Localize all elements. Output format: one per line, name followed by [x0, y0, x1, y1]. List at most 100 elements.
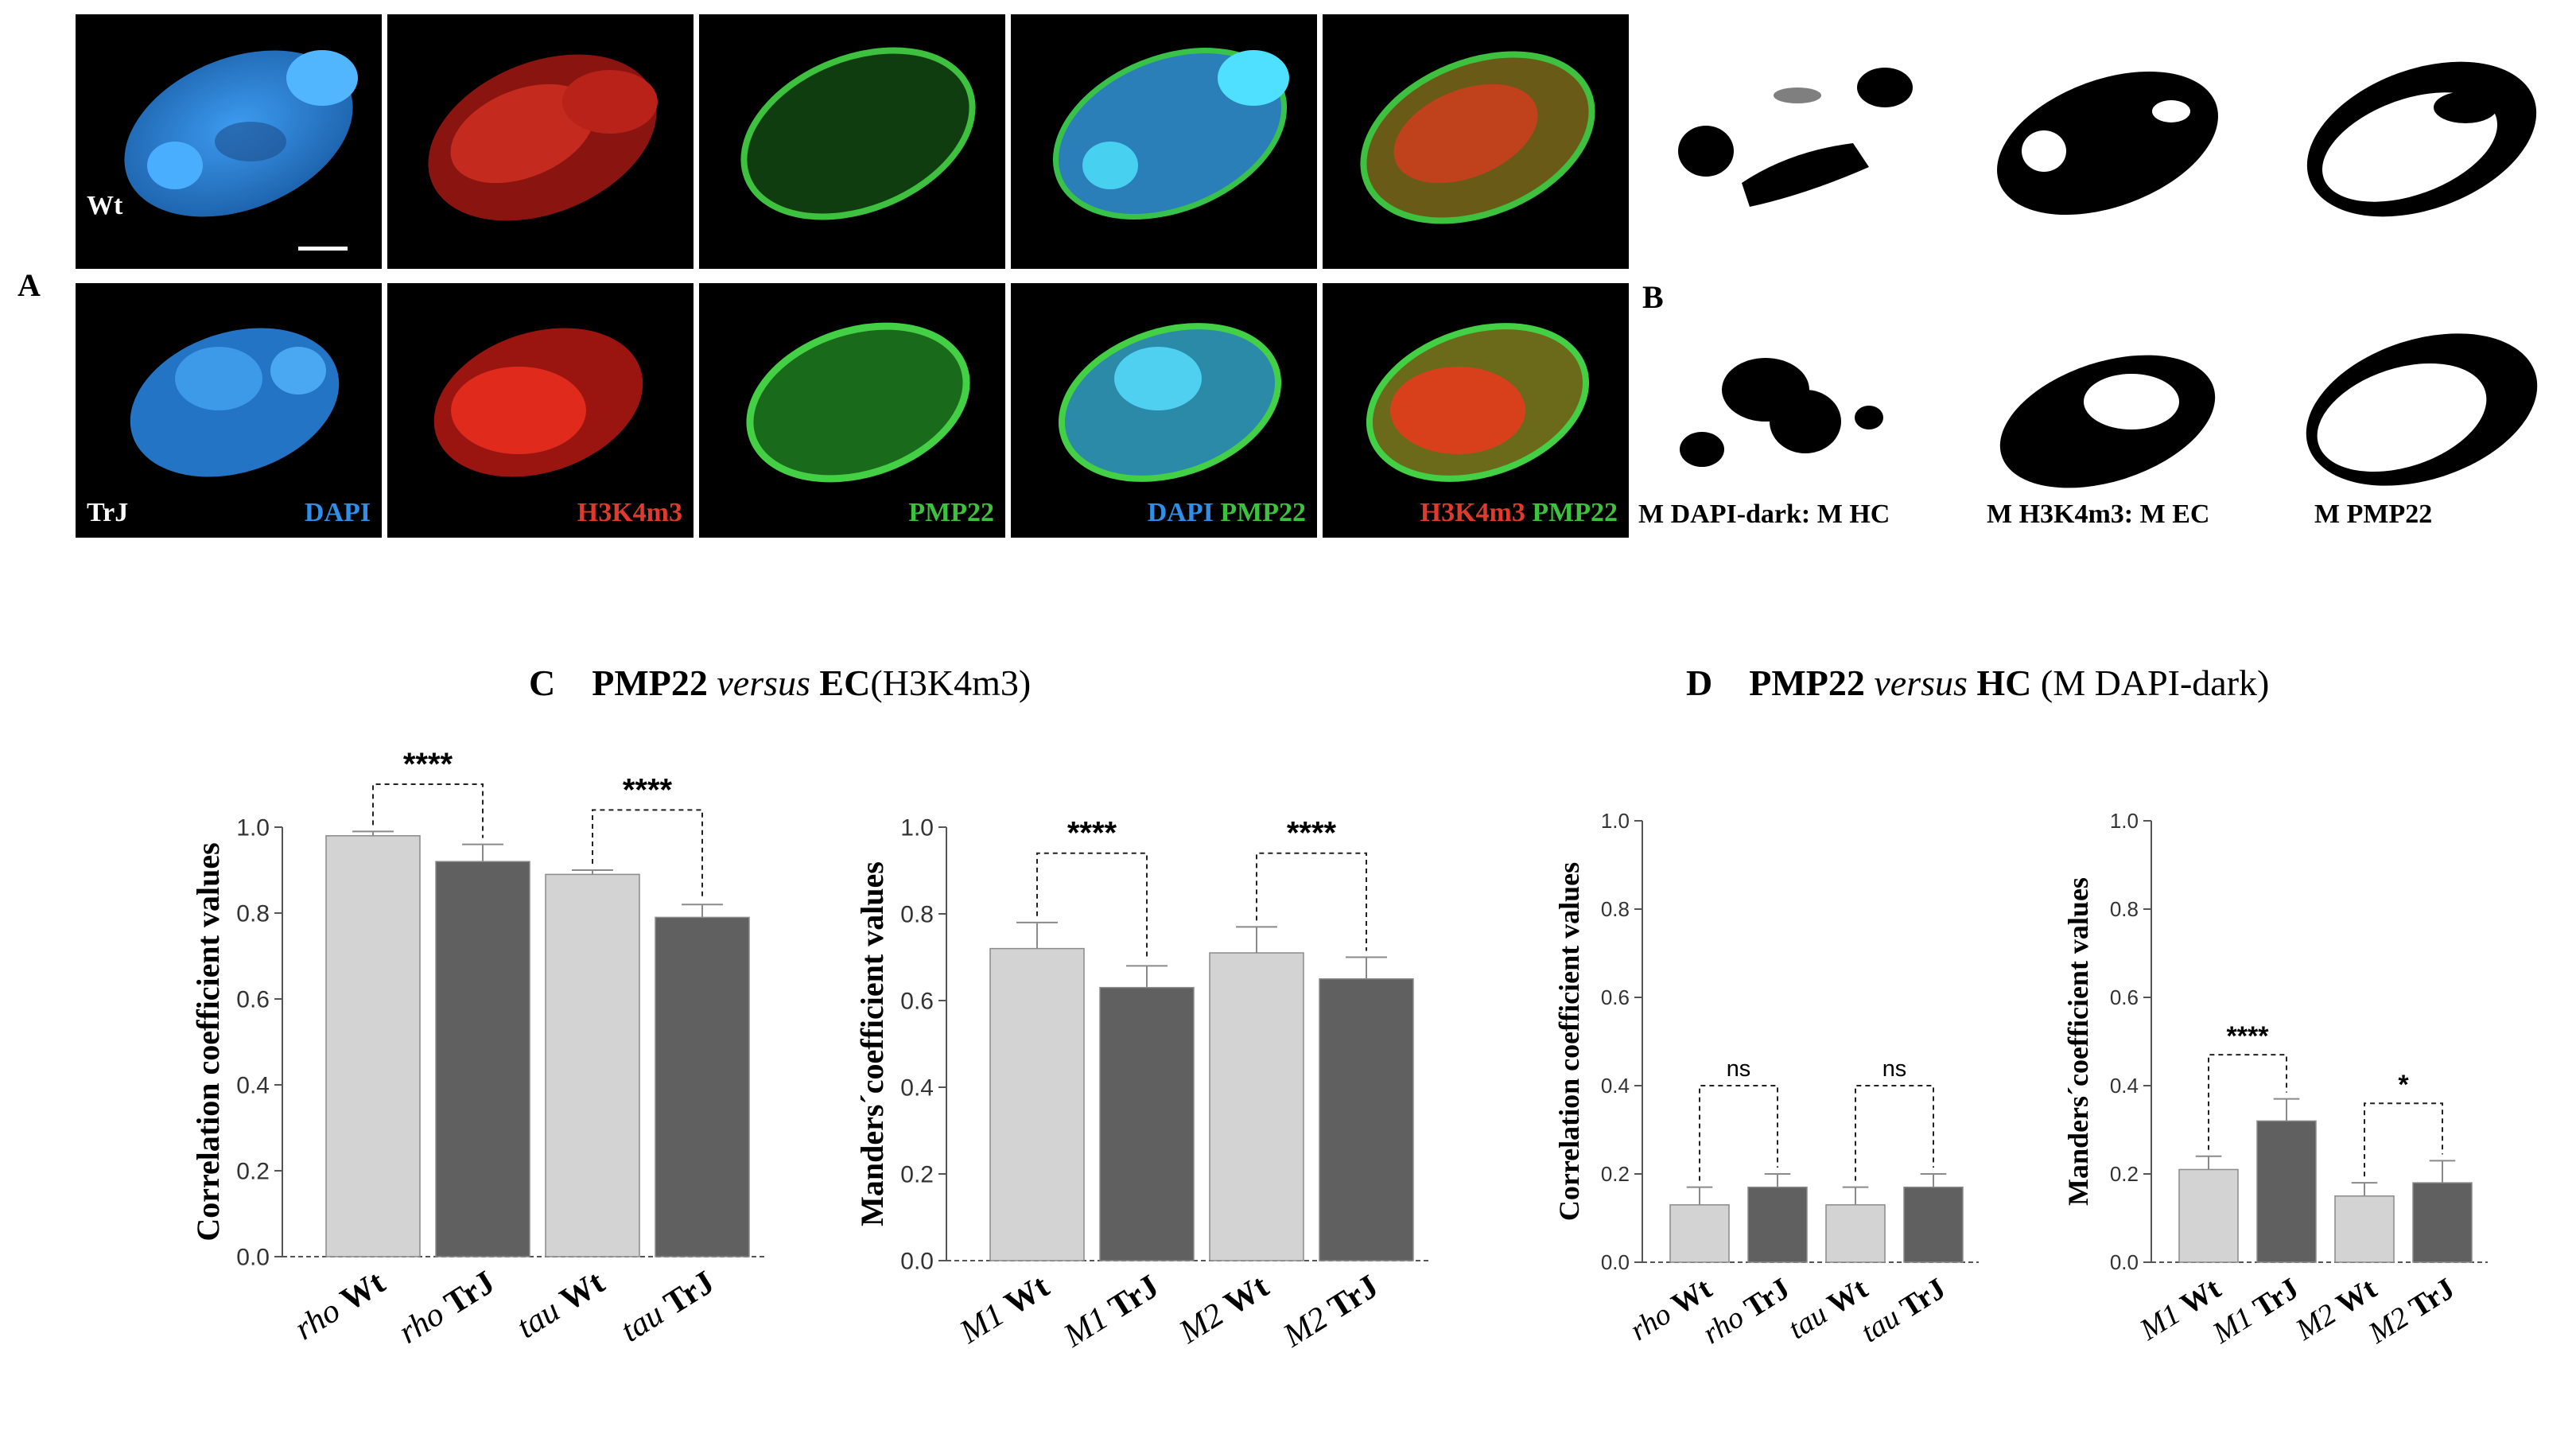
row-label-trj: TrJ [87, 498, 129, 527]
y-tick-label: 0.0 [236, 1245, 270, 1271]
mask-label-pmp22: M PMP22 [2314, 499, 2433, 529]
scale-bar [298, 247, 348, 251]
x-category-label: tau Wt [1782, 1272, 1874, 1346]
label-merge-pmp22: PMP22 [1220, 498, 1306, 527]
bar [1319, 978, 1414, 1261]
panel-c-title-rest: (H3K4m3) [870, 663, 1032, 703]
y-tick-label: 0.2 [900, 1162, 934, 1188]
y-axis-title: Correlation coefficient values [190, 842, 226, 1241]
y-tick-label: 0.6 [2110, 985, 2139, 1009]
y-tick-label: 0.2 [2110, 1162, 2139, 1186]
x-category-label: rho Wt [289, 1264, 392, 1347]
panel-d-title-versus: versus [1874, 663, 1968, 703]
x-category-label: M2 Wt [2290, 1272, 2383, 1347]
label-h3k4m3: H3K4m3 [577, 498, 682, 527]
mask-dapi-dark-image [1680, 358, 1883, 467]
x-category-label: M1 Wt [953, 1268, 1055, 1351]
significance-bracket [1699, 1085, 1778, 1181]
label-merge-dapi: DAPI [1147, 498, 1214, 527]
mask-dapi-dark-trj [1670, 326, 1933, 501]
x-category-label: M1 TrJ [2206, 1272, 2305, 1351]
y-tick-label: 0.0 [2110, 1250, 2139, 1274]
nucleus-merge-h3k4m3-pmp22-image [1360, 51, 1595, 224]
x-category-label: rho TrJ [392, 1264, 501, 1351]
y-tick-label: 0.8 [2110, 897, 2139, 921]
y-tick-label: 0.4 [1601, 1074, 1630, 1098]
bar [545, 873, 640, 1257]
label-merge-h3k4m3-pmp22: H3K4m3 PMP22 [1420, 498, 1618, 528]
x-category-label: rho Wt [1624, 1272, 1718, 1347]
panel-a-letter: A [17, 267, 41, 303]
mask-label-dapi-dark: M DAPI-dark: M HC [1638, 499, 1890, 529]
nucleus-dapi-image [124, 50, 358, 217]
y-tick-label: 0.4 [2110, 1074, 2139, 1098]
mask-h3k4m3-image [1997, 71, 2218, 216]
nucleus-merge-dapi-pmp22-image [1058, 323, 1282, 482]
significance-label: ns [1882, 1056, 1907, 1082]
mask-label-h3k4m3: M H3K4m3: M EC [1987, 499, 2210, 529]
mask-h3k4m3-image [1999, 355, 2216, 488]
tile-trj-merge-h3k4m3-pmp22: H3K4m3 PMP22 [1323, 283, 1629, 538]
significance-label: **** [1067, 816, 1117, 851]
y-tick-label: 0.0 [900, 1249, 934, 1275]
tile-trj-pmp22: PMP22 [699, 283, 1005, 538]
label-merge-dapi-pmp22: DAPI PMP22 [1148, 498, 1306, 528]
y-axis-title: Manders´coefficient values [854, 861, 890, 1226]
panel-c-title-versus: versus [717, 663, 810, 703]
significance-label: **** [1287, 816, 1337, 851]
mask-h3k4m3-wt [1980, 56, 2243, 231]
chart-c-manders: 0.0 0.2 0.4 0.6 0.8 1.0 Manders´coefficient va… [854, 815, 1429, 1354]
significance-bracket [592, 809, 703, 899]
y-tick-label: 0.8 [236, 901, 270, 927]
panel-c-title-pmp22: PMP22 [592, 663, 708, 703]
chart-d-correlation: 0.0 0.2 0.4 0.6 0.8 1.0 Correlation coefficien… [1553, 809, 1979, 1351]
nucleus-h3k4m3-image [428, 54, 658, 221]
bar [1903, 1186, 1964, 1263]
panel-c-title: C PMP22 versus EC(H3K4m3) [529, 662, 1031, 704]
chart-c-correlation: 0.0 0.2 0.4 0.6 0.8 1.0 Correlation coefficien… [190, 747, 765, 1351]
significance-bracket [372, 783, 484, 838]
panel-c-title-ec: EC [819, 663, 871, 703]
significance-bracket [1036, 852, 1148, 960]
mask-pmp22-image [2306, 61, 2537, 217]
bar [2256, 1120, 2317, 1263]
x-category-label: tau TrJ [1855, 1272, 1952, 1349]
y-tick-label: 0.8 [1601, 897, 1630, 921]
nucleus-merge-h3k4m3-pmp22-image [1366, 323, 1590, 482]
y-tick-label: 0.6 [236, 987, 270, 1013]
panel-d-title-hc: HC [1976, 663, 2032, 703]
y-tick-label: 1.0 [236, 815, 270, 841]
panel-c-letter: C [529, 663, 556, 703]
bar [325, 835, 421, 1257]
x-category-label: M2 TrJ [2362, 1272, 2461, 1351]
tile-trj-merge-dapi-pmp22: DAPI PMP22 [1011, 283, 1317, 538]
y-tick-label: 1.0 [1601, 809, 1630, 833]
y-tick-label: 1.0 [900, 815, 934, 841]
label-merge-pmp22-2: PMP22 [1532, 498, 1618, 527]
panel-d-letter: D [1686, 663, 1713, 703]
x-category-label: M1 TrJ [1057, 1268, 1165, 1354]
nucleus-h3k4m3-image [433, 328, 643, 477]
x-category-label: tau Wt [511, 1264, 611, 1346]
significance-bracket [2364, 1102, 2443, 1177]
y-tick-label: 0.8 [900, 902, 934, 928]
tile-wt-h3k4m3 [387, 14, 694, 269]
tile-trj-dapi: TrJ DAPI [76, 283, 382, 538]
row-label-wt: Wt [87, 191, 123, 220]
y-tick-label: 0.2 [1601, 1162, 1630, 1186]
y-tick-label: 0.6 [1601, 985, 1630, 1009]
significance-bracket [1256, 852, 1367, 951]
label-pmp22: PMP22 [908, 498, 994, 527]
label-merge-h3k4m3: H3K4m3 [1420, 498, 1525, 527]
bar [1669, 1204, 1730, 1263]
x-category-label: M2 TrJ [1276, 1268, 1385, 1354]
significance-label: **** [403, 747, 453, 782]
y-tick-label: 1.0 [2110, 809, 2139, 833]
bar [2178, 1168, 2239, 1263]
tile-wt-merge-dapi-pmp22 [1011, 14, 1317, 269]
nucleus-pmp22-image [746, 322, 970, 483]
significance-label: **** [2227, 1021, 2270, 1051]
nucleus-pmp22-image [740, 47, 976, 220]
bar [655, 916, 750, 1257]
bar [2412, 1182, 2473, 1263]
